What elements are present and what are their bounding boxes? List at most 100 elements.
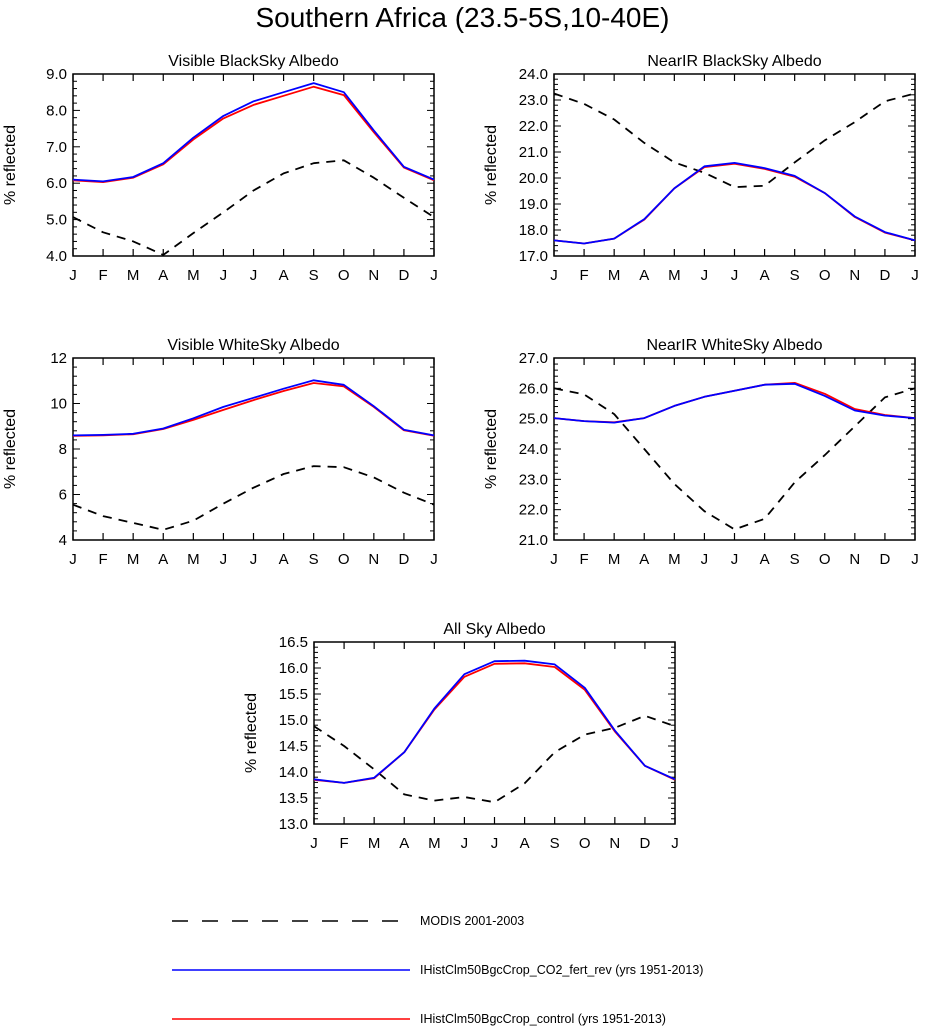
series-line-modis [553, 387, 916, 531]
series-line-control [72, 382, 435, 437]
x-tick-label: J [911, 551, 919, 568]
y-tick-label: 25.0 [519, 411, 548, 428]
x-tick-label: J [220, 267, 228, 284]
y-tick-label: 6 [59, 487, 67, 504]
y-tick-label: 8 [59, 441, 67, 458]
x-tick-label: J [430, 267, 438, 284]
x-tick-label: M [127, 267, 140, 284]
y-tick-label: 7.0 [46, 139, 67, 156]
x-tick-label: A [520, 835, 530, 852]
series-line-co2-fert-rev [72, 82, 435, 183]
y-tick-label: 10 [50, 396, 67, 413]
y-tick-label: 22.0 [519, 502, 548, 519]
y-tick-label: 5.0 [46, 212, 67, 229]
legend-line-swatch [172, 969, 410, 971]
y-tick-label: 23.0 [519, 92, 548, 109]
x-tick-label: M [428, 835, 441, 852]
x-tick-label: A [158, 267, 168, 284]
x-tick-label: J [550, 267, 558, 284]
x-tick-label: F [579, 267, 588, 284]
x-tick-label: J [701, 267, 709, 284]
chart-panel-1: Visible BlackSky Albedo % reflected J F M A M J… [2, 53, 438, 284]
x-tick-label: O [819, 267, 831, 284]
y-tick-label: 14.5 [279, 738, 308, 755]
x-tick-label: J [731, 551, 739, 568]
series-line-control [553, 381, 916, 424]
y-tick-label: 24.0 [519, 441, 548, 458]
plot-frame [313, 641, 676, 825]
legend-line-swatch [172, 920, 410, 922]
y-tick-label: 15.5 [279, 686, 308, 703]
panel-title: NearIR BlackSky Albedo [647, 53, 821, 70]
y-tick-label: 6.0 [46, 175, 67, 192]
x-tick-label: D [879, 267, 890, 284]
x-tick-label: M [187, 267, 200, 284]
y-tick-label: 24.0 [519, 66, 548, 83]
series-line-co2-fert-rev [313, 659, 676, 784]
legend-label: IHistClm50BgcCrop_CO2_fert_rev (yrs 1951… [420, 963, 704, 977]
y-tick-label: 13.5 [279, 790, 308, 807]
y-axis-label: % reflected [483, 125, 500, 205]
x-tick-label: A [760, 551, 770, 568]
x-tick-label: A [639, 267, 649, 284]
y-tick-label: 13.0 [279, 816, 308, 833]
x-tick-label: S [790, 551, 800, 568]
legend-line-swatch [172, 1018, 410, 1020]
series-line-modis [72, 159, 435, 256]
y-tick-label: 4 [59, 532, 67, 549]
x-tick-label: J [69, 267, 77, 284]
x-tick-label: A [399, 835, 409, 852]
x-tick-label: D [398, 551, 409, 568]
x-tick-label: M [668, 267, 681, 284]
y-tick-label: 18.0 [519, 222, 548, 239]
panel-title: Visible WhiteSky Albedo [167, 337, 339, 354]
x-tick-label: J [550, 551, 558, 568]
y-tick-label: 12 [50, 350, 67, 367]
y-tick-label: 15.0 [279, 712, 308, 729]
x-tick-label: S [309, 551, 319, 568]
y-tick-label: 23.0 [519, 471, 548, 488]
panel-title: NearIR WhiteSky Albedo [646, 337, 822, 354]
plot-frame [553, 357, 916, 541]
y-axis-label: % reflected [2, 125, 19, 205]
legend-label: IHistClm50BgcCrop_control (yrs 1951-2013… [420, 1012, 666, 1026]
x-tick-label: J [250, 267, 258, 284]
x-tick-label: M [608, 267, 621, 284]
x-tick-label: N [368, 267, 379, 284]
x-tick-label: F [98, 267, 107, 284]
chart-panel-3: Visible WhiteSky Albedo % reflected J F M A M J… [2, 337, 438, 568]
x-tick-label: M [127, 551, 140, 568]
y-tick-label: 21.0 [519, 532, 548, 549]
x-tick-label: D [879, 551, 890, 568]
x-tick-label: D [639, 835, 650, 852]
x-tick-label: M [608, 551, 621, 568]
x-tick-label: O [819, 551, 831, 568]
x-tick-label: S [309, 267, 319, 284]
x-tick-label: D [398, 267, 409, 284]
y-axis-label: % reflected [2, 409, 19, 489]
x-tick-label: J [671, 835, 679, 852]
plot-frame [553, 73, 916, 257]
x-tick-label: A [639, 551, 649, 568]
panel-title: Visible BlackSky Albedo [168, 53, 339, 70]
series-line-co2-fert-rev [553, 382, 916, 424]
y-tick-label: 20.0 [519, 170, 548, 187]
x-tick-label: J [491, 835, 499, 852]
y-tick-label: 21.0 [519, 144, 548, 161]
x-tick-label: A [158, 551, 168, 568]
series-line-modis [72, 465, 435, 531]
plot-frame [72, 357, 435, 541]
chart-panel-4: NearIR WhiteSky Albedo % reflected J F M A M J J… [483, 337, 919, 568]
y-tick-label: 27.0 [519, 350, 548, 367]
x-tick-label: M [368, 835, 381, 852]
x-tick-label: F [339, 835, 348, 852]
x-tick-label: J [461, 835, 469, 852]
x-tick-label: A [760, 267, 770, 284]
series-line-modis [313, 714, 676, 804]
y-axis-label: % reflected [483, 409, 500, 489]
series-line-co2-fert-rev [553, 161, 916, 245]
x-tick-label: N [849, 267, 860, 284]
x-tick-label: A [279, 267, 289, 284]
